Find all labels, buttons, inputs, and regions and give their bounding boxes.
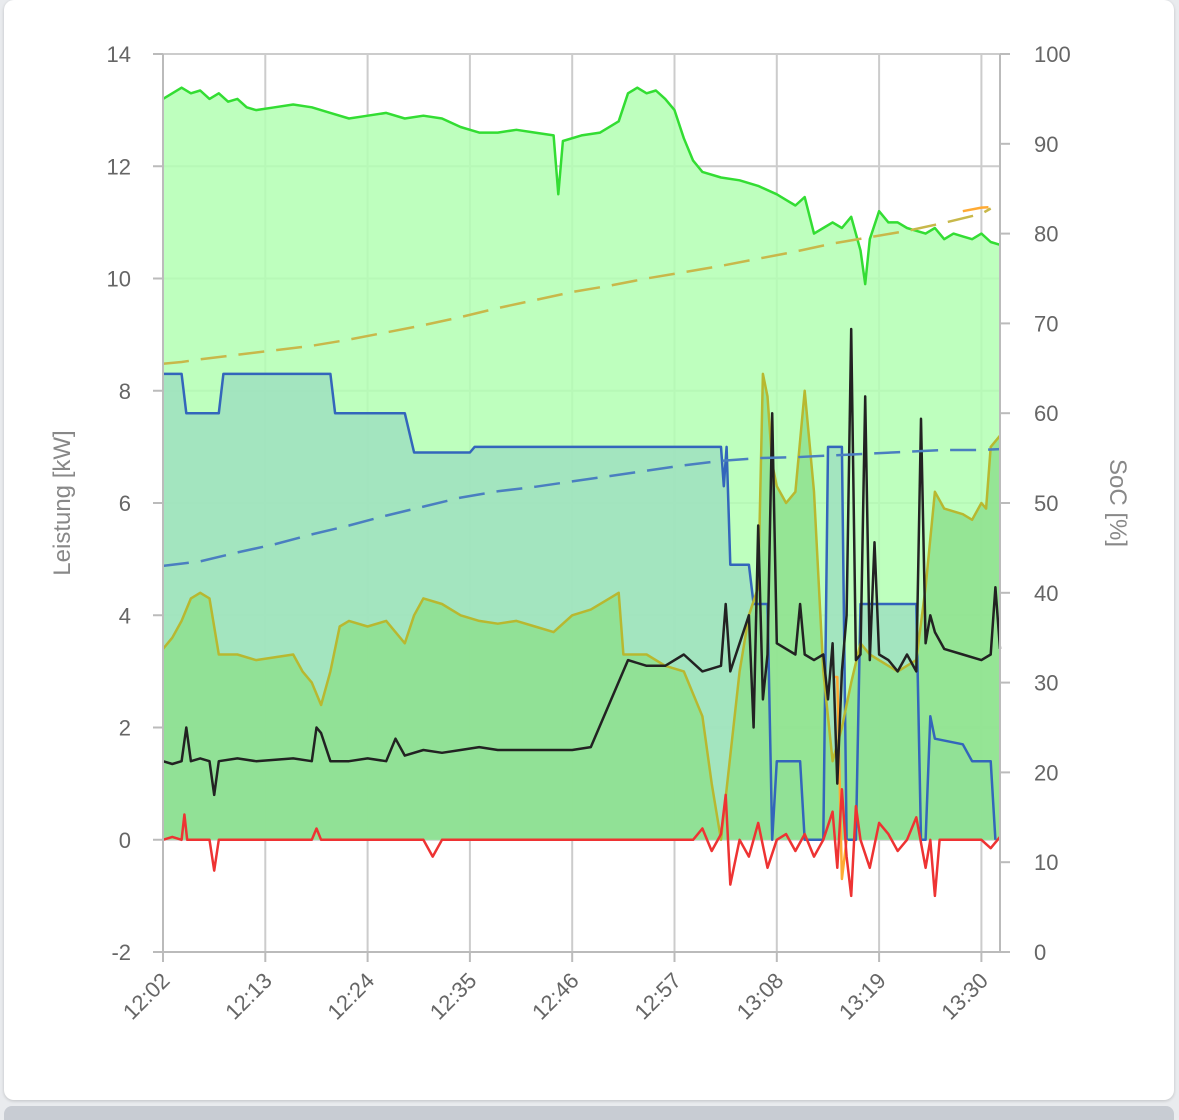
y2-tick-label: 70	[1034, 311, 1058, 336]
x-tick-label: 13:19	[834, 968, 891, 1025]
y-tick-label: 10	[107, 267, 131, 292]
y2-tick-label: 10	[1034, 850, 1058, 875]
x-tick-label: 12:02	[118, 968, 175, 1025]
y-left-tick-labels: 14 12 10 8 6 4 2 0 -2	[107, 42, 163, 965]
y-tick-label: 6	[119, 491, 131, 516]
y-tick-label: 14	[107, 42, 131, 67]
y-tick-label: 8	[119, 379, 131, 404]
y2-tick-label: 90	[1034, 132, 1058, 157]
x-tick-label: 13:08	[732, 968, 789, 1025]
y2-tick-label: 30	[1034, 671, 1058, 696]
x-tick-label: 12:46	[527, 968, 584, 1025]
series-line-1	[163, 372, 997, 842]
x-tick-label: 12:24	[323, 968, 380, 1025]
series-line-7	[962, 205, 1001, 213]
y2-tick-label: 60	[1034, 401, 1058, 426]
series-line-5	[162, 787, 1001, 898]
y-tick-label: -2	[111, 940, 131, 965]
y-tick-label: 0	[119, 828, 131, 853]
y2-tick-label: 50	[1034, 491, 1058, 516]
x-tick-label: 13:30	[936, 968, 993, 1025]
series-line-8	[162, 447, 1001, 568]
x-tick-label: 12:35	[425, 968, 482, 1025]
y2-tick-label: 80	[1034, 222, 1058, 247]
y2-tick-label: 0	[1034, 940, 1046, 965]
series-areas	[163, 87, 1000, 840]
bottom-panel-edge	[4, 1106, 1174, 1120]
y-tick-label: 2	[119, 716, 131, 741]
x-tick-label: 12:13	[220, 968, 277, 1025]
y2-tick-label: 100	[1034, 42, 1071, 67]
y2-tick-label: 20	[1034, 760, 1058, 785]
y-axis-title-left: Leistung [kW]	[49, 430, 76, 575]
series-area-2	[163, 373, 1000, 840]
y-tick-label: 4	[119, 603, 131, 628]
y-axis-title-right: SoC [%]	[1104, 459, 1131, 547]
series-lines	[162, 86, 1002, 898]
x-tick-labels: 12:02 12:13 12:24 12:35 12:46 12:57 13:08 13:19…	[118, 952, 993, 1024]
series-line-4	[162, 327, 1002, 797]
series-line-0	[162, 86, 1001, 286]
y2-tick-label: 40	[1034, 581, 1058, 606]
x-tick-label: 12:57	[629, 968, 686, 1025]
y-tick-label: 12	[107, 154, 131, 179]
